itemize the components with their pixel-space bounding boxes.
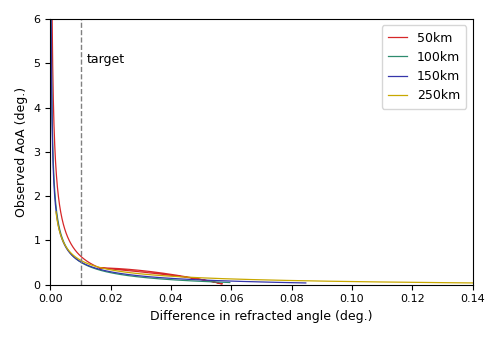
50km (150, 270, 156, 274)
100km (227, 281, 233, 285)
Line: 150km: 150km (51, 19, 306, 283)
250km (53, 210, 59, 214)
Text: target: target (86, 53, 124, 66)
X-axis label: Difference in refracted angle (deg.): Difference in refracted angle (deg.) (150, 310, 373, 323)
50km (50, 89, 56, 93)
100km (48, 47, 54, 51)
100km (140, 275, 145, 279)
100km (49, 118, 55, 122)
250km (55, 222, 61, 226)
100km (48, 63, 54, 67)
Y-axis label: Observed AoA (deg.): Observed AoA (deg.) (15, 87, 28, 217)
150km (48, 17, 54, 21)
150km (64, 247, 70, 251)
100km (50, 129, 56, 134)
150km (159, 276, 165, 280)
250km (138, 272, 143, 276)
250km (348, 280, 354, 284)
150km (49, 130, 55, 134)
250km (474, 281, 480, 285)
50km (122, 267, 128, 271)
50km (96, 266, 102, 270)
100km (48, 17, 54, 21)
50km (62, 230, 68, 234)
150km (48, 63, 54, 67)
250km (59, 237, 65, 241)
50km (50, 35, 56, 39)
150km (49, 118, 55, 122)
250km (60, 240, 66, 244)
50km (49, 17, 55, 21)
Line: 250km: 250km (56, 212, 476, 283)
150km (48, 47, 54, 51)
Line: 100km: 100km (52, 19, 230, 283)
50km (220, 282, 226, 286)
Legend: 50km, 100km, 150km, 250km: 50km, 100km, 150km, 250km (382, 25, 466, 108)
100km (64, 247, 70, 251)
50km (50, 61, 56, 65)
250km (54, 218, 60, 222)
150km (303, 281, 309, 285)
Line: 50km: 50km (52, 19, 222, 284)
